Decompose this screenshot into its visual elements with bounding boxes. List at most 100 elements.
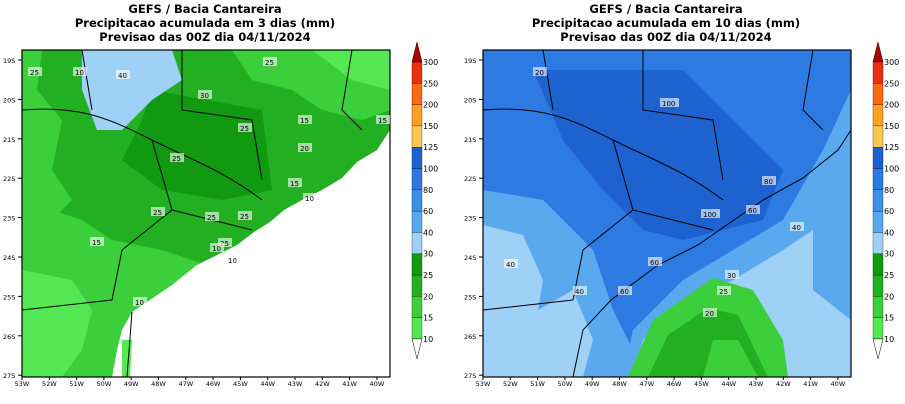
borders-coastline	[482, 49, 852, 378]
legend-swatch	[411, 61, 423, 84]
legend-tick-label: 15	[423, 314, 433, 323]
lat-tick-label: 20S	[464, 96, 476, 104]
legend-under-arrow	[872, 338, 884, 359]
legend-swatch	[411, 104, 423, 127]
map-panel-10-days: GEFS / Bacia Cantareira Precipitacao acu…	[461, 0, 905, 404]
lon-tick-label: 40W	[370, 380, 385, 388]
legend-swatch	[872, 61, 884, 84]
contour-label: 25	[240, 125, 249, 133]
legend-tick-label: 80	[423, 186, 433, 195]
contour-label: 40	[575, 288, 584, 296]
lon-tick-label: 47W	[178, 380, 193, 388]
lon-tick-label: 42W	[776, 380, 791, 388]
lon-tick-label: 45W	[233, 380, 248, 388]
lon-tick-label: 52W	[42, 380, 57, 388]
legend-tick-label: 40	[423, 228, 433, 237]
legend-tick-label: 250	[884, 79, 899, 88]
contour-label: 100	[703, 211, 716, 219]
legend-swatch	[411, 232, 423, 254]
legend-swatch	[411, 147, 423, 169]
contour-label: 25	[220, 240, 229, 248]
lat-tick-label: 25S	[464, 293, 476, 301]
legend-swatch	[411, 253, 423, 276]
lat-tick-label: 26S	[464, 333, 476, 341]
lat-tick-label: 24S	[3, 254, 15, 262]
map-panel-3-days: GEFS / Bacia Cantareira Precipitacao acu…	[0, 0, 452, 404]
legend-tick-label: 150	[423, 122, 438, 131]
legend-swatch	[411, 189, 423, 212]
legend-swatch	[872, 253, 884, 276]
contour-label: 15	[300, 117, 309, 125]
lat-tick-label: 19S	[3, 57, 15, 65]
contour-label: 20	[705, 310, 714, 318]
lon-tick-label: 50W	[97, 380, 112, 388]
legend-tick-label: 60	[884, 207, 894, 216]
contour-label: 20	[300, 145, 309, 153]
contour-label: 100	[662, 100, 675, 108]
lon-tick-label: 41W	[803, 380, 818, 388]
contour-label: 60	[748, 207, 757, 215]
legend-tick-label: 10	[884, 335, 894, 344]
legend-tick-label: 100	[423, 165, 438, 174]
title-line: GEFS / Bacia Cantareira	[128, 2, 282, 16]
contour-label: 25	[719, 288, 728, 296]
legend-tick-label: 300	[884, 58, 899, 67]
legend-swatch	[872, 125, 884, 148]
field-10-15	[312, 50, 390, 90]
legend-tick-label: 30	[884, 250, 894, 259]
legend-swatch	[411, 296, 423, 318]
lon-tick-label: 40W	[831, 380, 846, 388]
legend-swatch	[872, 274, 884, 297]
contour-label: 30	[200, 92, 209, 100]
contour-label: 40	[792, 224, 801, 232]
lat-tick-label: 26S	[3, 333, 15, 341]
lon-tick-label: 53W	[476, 380, 491, 388]
legend-swatch	[411, 210, 423, 233]
contour-label: 25	[172, 155, 181, 163]
contour-label: 10	[228, 257, 237, 265]
lon-tick-label: 51W	[69, 380, 84, 388]
contour-label: 80	[764, 178, 773, 186]
legend-swatch	[872, 232, 884, 254]
contour-label: 20	[535, 69, 544, 77]
title-line: Previsao das 00Z dia 04/11/2024	[560, 30, 772, 44]
contour-label: 15	[290, 180, 299, 188]
title-line: Precipitacao acumulada em 3 dias (mm)	[74, 16, 336, 30]
lon-tick-label: 46W	[667, 380, 682, 388]
lon-tick-label: 44W	[721, 380, 736, 388]
legend-tick-label: 250	[423, 79, 438, 88]
title-line: Previsao das 00Z dia 04/11/2024	[99, 30, 311, 44]
legend-tick-label: 60	[423, 207, 433, 216]
title-line: GEFS / Bacia Cantareira	[589, 2, 743, 16]
legend-swatch	[872, 296, 884, 318]
contour-label: 30	[727, 272, 736, 280]
contour-label: 15	[378, 117, 387, 125]
legend-swatch	[872, 168, 884, 190]
field-10-15	[22, 270, 92, 377]
contour-label: 25	[153, 209, 162, 217]
contour-label: 60	[620, 288, 629, 296]
contour-label: 25	[30, 69, 39, 77]
legend-tick-label: 150	[884, 122, 899, 131]
legend-tick-label: 125	[884, 143, 899, 152]
legend-tick-label: 40	[884, 228, 894, 237]
legend-swatch	[411, 317, 423, 340]
legend-swatch	[411, 168, 423, 190]
contour-label: 25	[207, 214, 216, 222]
lon-tick-label: 50W	[558, 380, 573, 388]
legend-tick-label: 25	[884, 271, 894, 280]
lat-tick-label: 27S	[3, 372, 15, 380]
legend-tick-label: 80	[884, 186, 894, 195]
lon-tick-label: 47W	[639, 380, 654, 388]
lon-tick-label: 41W	[342, 380, 357, 388]
map-title: GEFS / Bacia Cantareira Precipitacao acu…	[0, 2, 410, 44]
field-100-125	[533, 70, 783, 240]
lat-tick-label: 21S	[3, 136, 15, 144]
lon-tick-label: 52W	[503, 380, 518, 388]
legend-swatch	[872, 210, 884, 233]
ocean	[112, 130, 390, 377]
lon-tick-label: 53W	[15, 380, 30, 388]
contour-label: 25	[240, 213, 249, 221]
legend-tick-label: 10	[423, 335, 433, 344]
lon-tick-label: 43W	[749, 380, 764, 388]
